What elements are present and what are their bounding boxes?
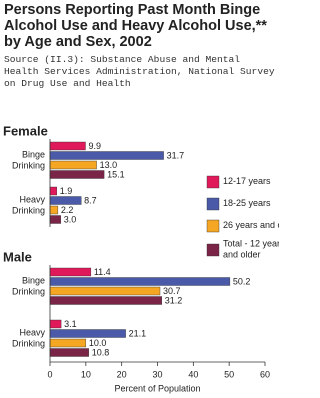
y-tick-label: Binge Drinking [12,276,45,297]
y-tick-label: Heavy Drinking [12,195,46,216]
bar [49,267,92,277]
bar [49,215,61,224]
value-label: 31.2 [165,295,183,305]
panel-title: Female [3,123,48,138]
bar [49,296,163,305]
page: Persons Reporting Past Month Binge Alcoh… [3,2,279,394]
value-label: 9.9 [88,141,101,151]
value-label: 15.1 [107,169,125,179]
bar [49,170,105,179]
legend-label: 26 years and older [223,220,279,230]
x-tick-label: 30 [152,369,162,379]
value-label: 10.8 [92,347,110,357]
x-tick-label: 60 [260,369,270,379]
value-label: 11.4 [94,267,111,277]
bar [49,338,87,348]
chart: Female Binge Drinking 9.9 31.7 13.015.1 Heavy D… [3,123,279,393]
bar [49,160,97,170]
panel-title: Male [3,249,32,264]
chart-title: Persons Reporting Past Month Binge Alcoh… [4,2,267,50]
value-label: 3.1 [64,319,77,329]
value-label: 3.0 [64,214,77,224]
x-tick-label: 40 [188,369,198,379]
value-label: 30.7 [163,286,181,296]
value-label: 21.1 [129,328,147,338]
value-label: 13.0 [100,160,118,170]
bar [49,286,161,296]
bar [49,319,62,329]
value-label: 8.7 [84,195,97,205]
legend-swatch [206,243,220,257]
legend-label: Total - 12 years and older [223,239,279,260]
bar [49,348,89,357]
legend-label: 12-17 years [223,176,271,186]
bar [49,151,164,160]
x-tick-label: 0 [47,369,52,379]
bar [49,196,82,205]
value-label: 1.9 [60,186,73,196]
legend-label: 18-25 years [223,198,271,208]
x-tick-label: 20 [117,369,127,379]
legend-swatch [206,219,220,233]
legend-swatch [206,197,220,211]
y-tick-label: Binge Drinking [12,150,45,171]
bar [49,277,231,286]
legend-swatch [206,175,220,189]
value-label: 50.2 [233,276,251,286]
bar [49,205,59,215]
bar [49,186,58,196]
y-tick-label: Heavy Drinking [12,328,46,349]
value-label: 31.7 [167,150,185,160]
x-tick-label: 10 [81,369,91,379]
bar [49,329,126,338]
bar [49,141,86,151]
value-label: 10.0 [89,338,107,348]
value-label: 2.2 [61,205,74,215]
chart-source: Source (II.3): Substance Abuse and Menta… [4,54,275,89]
x-tick-label: 50 [224,369,234,379]
x-axis-label: Percent of Population [114,383,200,393]
